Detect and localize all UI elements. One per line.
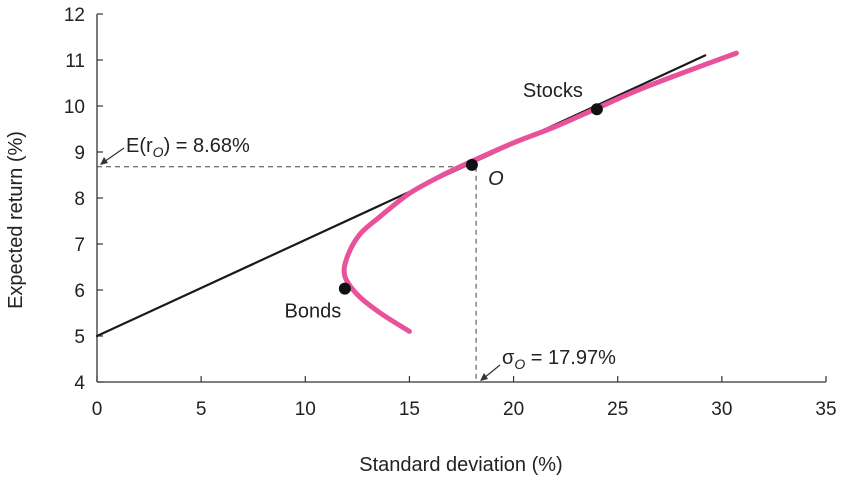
annotation-sigma-o-arrowhead	[480, 373, 488, 381]
y-tick-label: 9	[74, 143, 85, 164]
x-tick-label: 35	[815, 399, 836, 420]
data-points: Bonds O Stocks	[285, 80, 603, 323]
y-tick-label: 6	[74, 281, 85, 302]
annotation-sigma-o: σO = 17.97%	[480, 347, 616, 381]
capital-allocation-line-series	[95, 54, 707, 338]
x-tick-label: 25	[607, 399, 628, 420]
y-tick-label: 7	[74, 235, 85, 256]
x-axis-title: Standard deviation (%)	[359, 454, 562, 476]
point-o	[465, 158, 478, 171]
y-tick-label: 10	[64, 97, 85, 118]
x-tick-label: 30	[711, 399, 732, 420]
point-bonds	[338, 282, 351, 295]
point-label-o: O	[488, 168, 504, 190]
series-group	[95, 50, 739, 338]
annotation-sigma-o-arrow	[483, 364, 501, 379]
y-tick-label: 4	[74, 373, 85, 394]
x-tick-label: 10	[295, 399, 316, 420]
point-stocks	[590, 103, 603, 116]
point-label-stocks: Stocks	[523, 80, 583, 102]
x-tick-label: 5	[196, 399, 207, 420]
guide-lines	[97, 166, 477, 382]
annotation-e-ro: E(rO) = 8.68%	[100, 135, 250, 165]
x-tick-label: 0	[92, 399, 103, 420]
x-tick-label: 15	[399, 399, 420, 420]
x-tick-label: 20	[503, 399, 524, 420]
annotation-e-ro-arrow	[103, 147, 125, 163]
annotation-sigma-o-label: σO = 17.97%	[502, 347, 616, 372]
annotation-e-ro-label: E(rO) = 8.68%	[126, 135, 250, 160]
axes: 4 5 6 7 8 9 10 11 12 0 5 10 15 20 25 30 35	[64, 5, 837, 420]
y-tick-label: 8	[74, 189, 85, 210]
point-label-bonds: Bonds	[285, 301, 342, 323]
y-tick-label: 12	[64, 5, 85, 26]
y-tick-label: 5	[74, 327, 85, 348]
y-tick-label: 11	[65, 51, 85, 72]
y-axis-title: Expected return (%)	[5, 131, 27, 309]
annotation-e-ro-arrowhead	[100, 157, 108, 165]
